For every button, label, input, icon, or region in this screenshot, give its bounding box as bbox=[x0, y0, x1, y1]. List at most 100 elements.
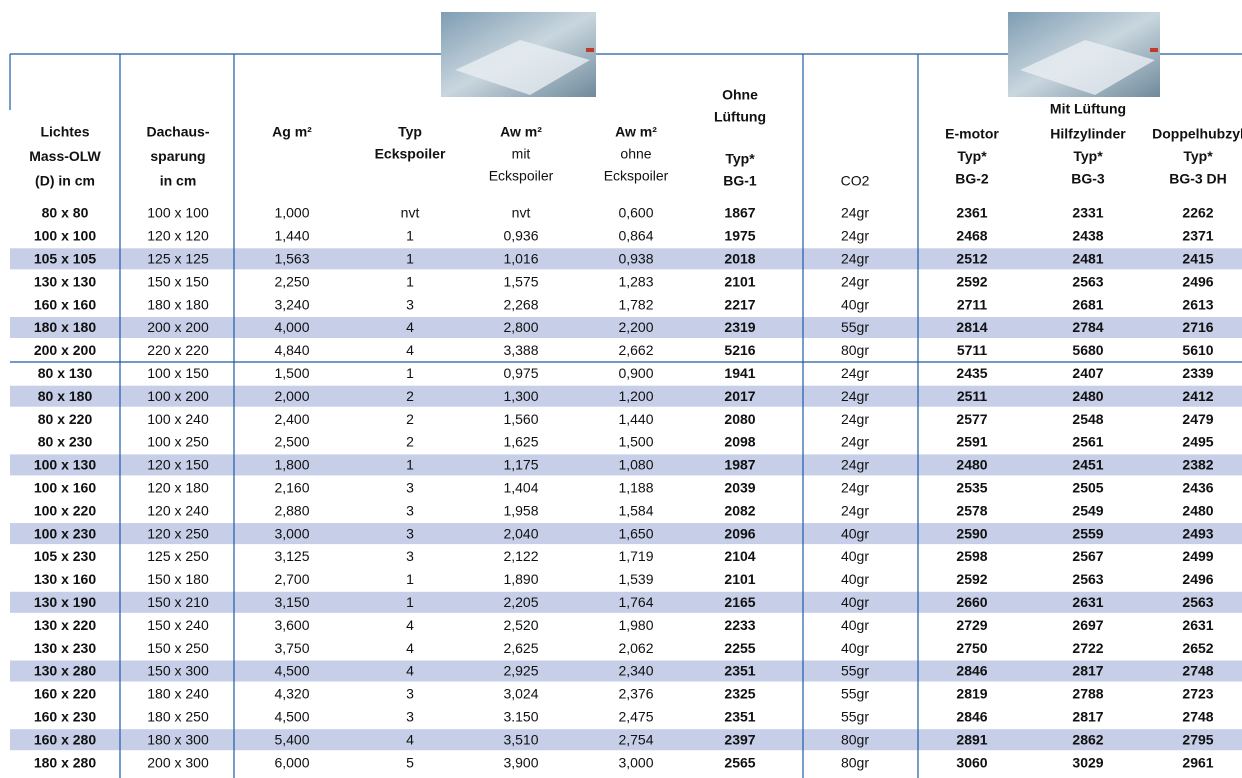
column-header: CO2 bbox=[841, 173, 870, 189]
cell: 0,936 bbox=[503, 228, 538, 244]
cell: 2750 bbox=[956, 640, 987, 656]
cell: 2,062 bbox=[618, 640, 653, 656]
cell: 105 x 105 bbox=[34, 251, 96, 267]
cell: 1,958 bbox=[503, 502, 538, 518]
cell: 3,000 bbox=[274, 525, 309, 541]
cell: 2080 bbox=[724, 411, 755, 427]
cell: 180 x 180 bbox=[34, 319, 96, 335]
cell: 2018 bbox=[724, 251, 755, 267]
cell: 1,016 bbox=[503, 251, 538, 267]
cell: 1,500 bbox=[274, 365, 309, 381]
cell: 2098 bbox=[724, 434, 755, 450]
cell: 2438 bbox=[1072, 228, 1103, 244]
cell: 1,283 bbox=[618, 273, 653, 289]
cell: 2,880 bbox=[274, 502, 309, 518]
cell: 24gr bbox=[841, 434, 869, 450]
cell: 3 bbox=[406, 502, 414, 518]
cell: 80 x 80 bbox=[42, 205, 89, 221]
cell: 4,500 bbox=[274, 663, 309, 679]
cell: 2165 bbox=[724, 594, 755, 610]
cell: 120 x 240 bbox=[147, 502, 209, 518]
cell: 2017 bbox=[724, 388, 755, 404]
cell: 1,800 bbox=[274, 457, 309, 473]
cell: 130 x 190 bbox=[34, 594, 96, 610]
cell: 2784 bbox=[1072, 319, 1103, 335]
column-header: Eckspoiler bbox=[375, 146, 446, 162]
cell: 130 x 160 bbox=[34, 571, 96, 587]
cell: 150 x 180 bbox=[147, 571, 209, 587]
cell: 1,300 bbox=[503, 388, 538, 404]
cell: 2891 bbox=[956, 731, 987, 747]
column-header: Typ* bbox=[1073, 148, 1103, 164]
cell: 1 bbox=[406, 228, 414, 244]
cell: 80 x 130 bbox=[38, 365, 93, 381]
cell: 3 bbox=[406, 480, 414, 496]
cell: 130 x 230 bbox=[34, 640, 96, 656]
cell: 40gr bbox=[841, 640, 869, 656]
cell: 80 x 220 bbox=[38, 411, 93, 427]
cell: 2319 bbox=[724, 319, 755, 335]
column-header: ohne bbox=[620, 146, 651, 162]
cell: 2,200 bbox=[618, 319, 653, 335]
cell: 80 x 180 bbox=[38, 388, 93, 404]
cell: 1,650 bbox=[618, 525, 653, 541]
row-shade bbox=[10, 385, 1242, 407]
cell: 2217 bbox=[724, 296, 755, 312]
cell: 1 bbox=[406, 251, 414, 267]
cell: 2,662 bbox=[618, 342, 653, 358]
cell: 2331 bbox=[1072, 205, 1103, 221]
cell: 2592 bbox=[956, 273, 987, 289]
cell: 4,840 bbox=[274, 342, 309, 358]
cell: 3,150 bbox=[274, 594, 309, 610]
cell: 100 x 250 bbox=[147, 434, 209, 450]
cell: 200 x 200 bbox=[147, 319, 209, 335]
cell: 4,320 bbox=[274, 686, 309, 702]
row-shade bbox=[10, 523, 1242, 545]
column-header: Ag m² bbox=[272, 124, 312, 140]
cell: 130 x 220 bbox=[34, 617, 96, 633]
cell: 3,900 bbox=[503, 754, 538, 770]
cell: 1 bbox=[406, 273, 414, 289]
cell: 3,388 bbox=[503, 342, 538, 358]
cell: 1,764 bbox=[618, 594, 653, 610]
cell: 150 x 150 bbox=[147, 273, 209, 289]
cell: 2590 bbox=[956, 525, 987, 541]
cell: 2361 bbox=[956, 205, 987, 221]
cell: 1 bbox=[406, 571, 414, 587]
cell: 100 x 150 bbox=[147, 365, 209, 381]
cell: 130 x 280 bbox=[34, 663, 96, 679]
cell: 2652 bbox=[1182, 640, 1213, 656]
cell: 150 x 210 bbox=[147, 594, 209, 610]
cell: 2,376 bbox=[618, 686, 653, 702]
cell: 105 x 230 bbox=[34, 548, 96, 564]
cell: 24gr bbox=[841, 205, 869, 221]
cell: 2 bbox=[406, 411, 414, 427]
cell: 180 x 250 bbox=[147, 709, 209, 725]
cell: 2436 bbox=[1182, 480, 1213, 496]
cell: 1,000 bbox=[274, 205, 309, 221]
row-shade bbox=[10, 729, 1242, 751]
cell: 120 x 120 bbox=[147, 228, 209, 244]
cell: 1,539 bbox=[618, 571, 653, 587]
cell: 40gr bbox=[841, 617, 869, 633]
column-header: BG-3 DH bbox=[1169, 171, 1227, 187]
column-header: sparung bbox=[150, 148, 205, 164]
cell: 5 bbox=[406, 754, 414, 770]
cell: 2325 bbox=[724, 686, 755, 702]
cell: 2819 bbox=[956, 686, 987, 702]
cell: 2563 bbox=[1072, 273, 1103, 289]
cell: 5,400 bbox=[274, 731, 309, 747]
cell: 2435 bbox=[956, 365, 987, 381]
row-shade bbox=[10, 317, 1242, 338]
photo bbox=[1008, 12, 1160, 97]
cell: 24gr bbox=[841, 273, 869, 289]
cell: 150 x 250 bbox=[147, 640, 209, 656]
cell: 1,440 bbox=[618, 411, 653, 427]
column-header: BG-1 bbox=[723, 173, 757, 189]
row-shade bbox=[10, 248, 1242, 270]
cell: 24gr bbox=[841, 251, 869, 267]
cell: 2,160 bbox=[274, 480, 309, 496]
cell: 2255 bbox=[724, 640, 755, 656]
cell: 1,782 bbox=[618, 296, 653, 312]
